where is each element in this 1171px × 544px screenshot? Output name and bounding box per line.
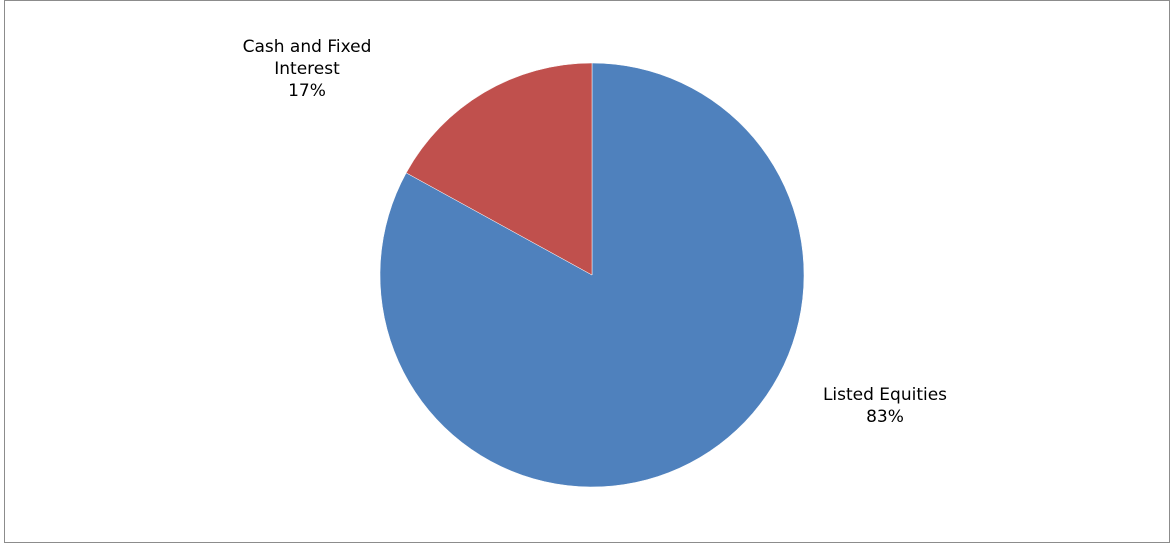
chart-area: Cash and Fixed Interest 17% Listed Equit… <box>4 0 1170 543</box>
slice-label-percent: 83% <box>866 407 904 427</box>
data-label-cash-and-fixed-interest: Cash and Fixed Interest 17% <box>237 36 377 102</box>
data-label-listed-equities: Listed Equities 83% <box>800 384 970 428</box>
pie-chart <box>379 62 805 488</box>
slice-label-name: Cash and Fixed Interest <box>242 37 372 79</box>
pie-slice-listed-equities <box>379 62 805 488</box>
slice-label-percent: 17% <box>288 81 326 101</box>
slice-label-name: Listed Equities <box>822 385 948 405</box>
pie-slice-cash-and-fixed-interest <box>405 62 593 276</box>
